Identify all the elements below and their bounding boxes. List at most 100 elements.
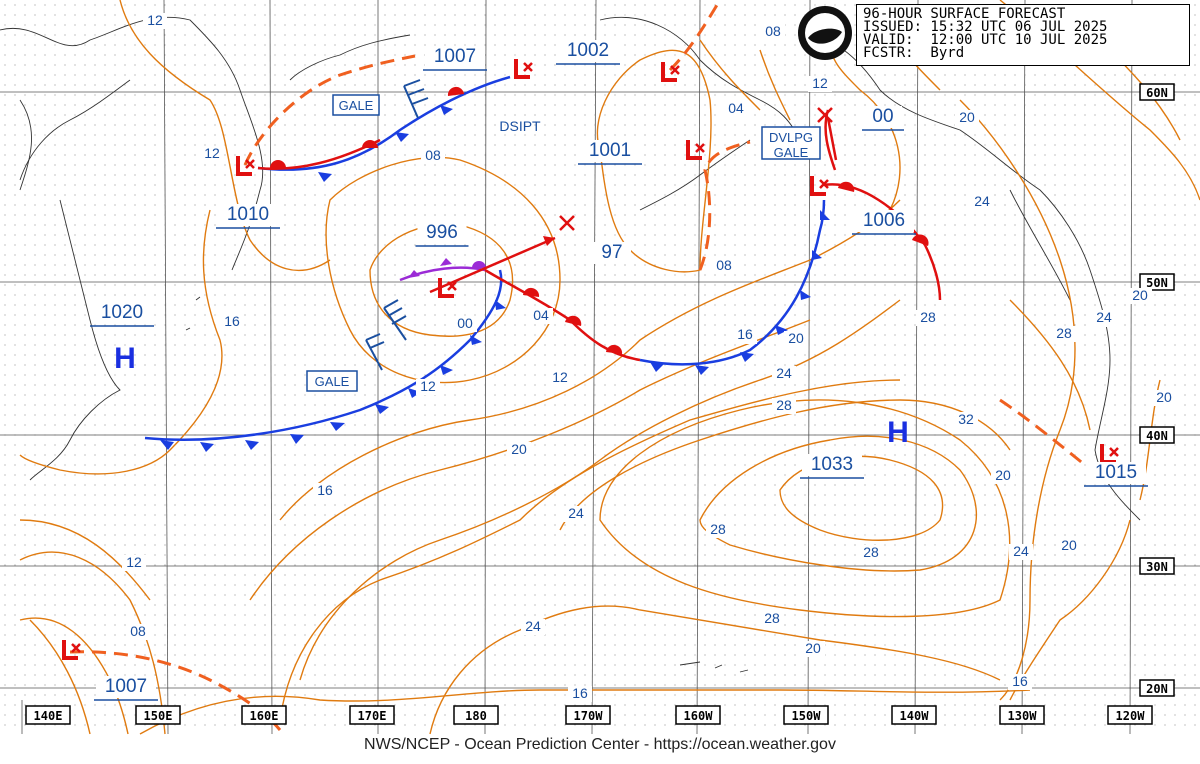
isobar-label: 04 xyxy=(533,307,549,323)
isobar-label-bg xyxy=(1057,538,1081,554)
pressure-center-label: 97 xyxy=(601,242,622,263)
isobar-label-bg xyxy=(220,314,244,330)
pressure-center-bg xyxy=(96,676,156,698)
isobar-label-bg xyxy=(1052,326,1076,342)
lon-label: 140W xyxy=(900,709,930,723)
forecaster: FCSTR: Byrd xyxy=(863,45,965,61)
isobar-label: 28 xyxy=(920,309,936,325)
lon-label: 160W xyxy=(684,709,714,723)
pressure-center-bg xyxy=(218,204,278,226)
developing-gale-label: GALE xyxy=(774,145,809,160)
lat-label: 30N xyxy=(1146,560,1168,574)
isobar-label: 28 xyxy=(863,544,879,560)
isobar-label-bg xyxy=(733,327,757,343)
isobar-label-bg xyxy=(760,611,784,627)
pressure-center-bg xyxy=(593,242,631,264)
developing-gale-label-box xyxy=(761,126,821,160)
isobar-label: 08 xyxy=(716,257,732,273)
high-pressure-symbol: H xyxy=(887,416,909,449)
lon-label: 150E xyxy=(144,709,173,723)
isobar-label-bg xyxy=(143,13,167,29)
cold-front-main xyxy=(144,269,503,441)
isobar-label: 08 xyxy=(765,23,781,39)
pressure-center-bg xyxy=(417,222,467,244)
label-layer: 140E 150E 160E 170E 180 170W 160W 150W 140W 130W 1… xyxy=(25,12,1176,725)
isobar-label-bg xyxy=(1009,544,1033,560)
gale-label-box xyxy=(332,94,380,116)
isobar-label-bg xyxy=(859,545,883,561)
lon-label-bg xyxy=(135,705,181,725)
isobar-label: 28 xyxy=(764,610,780,626)
isobar-label: 24 xyxy=(1013,543,1029,559)
lon-label: 130W xyxy=(1008,709,1038,723)
isobar-label: 12 xyxy=(812,75,828,91)
pressure-center-label: 1015 xyxy=(1095,462,1137,483)
isobar-label: 00 xyxy=(457,315,473,331)
dotted-background xyxy=(0,0,1200,734)
lon-label: 160E xyxy=(250,709,279,723)
low-pressure-symbol xyxy=(661,62,680,82)
lon-label: 150W xyxy=(792,709,822,723)
isobar-label: 28 xyxy=(776,397,792,413)
lon-label: 120W xyxy=(1116,709,1146,723)
isobar-label-bg xyxy=(1152,390,1176,406)
pressure-center-label: 996 xyxy=(426,222,458,243)
lon-label: 180 xyxy=(465,709,487,723)
isobar-label-bg xyxy=(1092,310,1116,326)
pressure-center-label: 00 xyxy=(872,106,893,127)
isobar-label-bg xyxy=(784,331,808,347)
isobar-label: 12 xyxy=(126,554,142,570)
issued-time: ISSUED: 15:32 UTC 06 JUL 2025 xyxy=(863,19,1108,35)
valid-time: VALID: 12:00 UTC 10 JUL 2025 xyxy=(863,32,1108,48)
isobar-label-bg xyxy=(761,24,785,40)
lon-label-bg xyxy=(675,705,721,725)
storm-track-arrow xyxy=(429,236,556,294)
lat-label: 60N xyxy=(1146,86,1168,100)
high-pressure-symbol: H xyxy=(114,342,136,375)
pressure-center-label: 1020 xyxy=(101,302,143,323)
isobar-label-bg xyxy=(548,370,572,386)
isobar-label-bg xyxy=(772,398,796,414)
isobar-label: 20 xyxy=(995,467,1011,483)
lon-label-bg xyxy=(241,705,287,725)
isobar-label: 12 xyxy=(147,12,163,28)
pressure-center-bg xyxy=(558,40,618,62)
isobar-label: 24 xyxy=(525,618,541,634)
developing-gale-label: DVLPG xyxy=(769,130,813,145)
lat-label-bg xyxy=(1139,426,1175,444)
lon-label-bg xyxy=(453,705,499,725)
isobar-label-bg xyxy=(801,641,825,657)
pressure-center-bg xyxy=(1086,462,1146,484)
lat-label-bg xyxy=(1139,557,1175,575)
coastlines xyxy=(0,16,1141,673)
isobar-label: 24 xyxy=(1096,309,1112,325)
isobar-label-bg xyxy=(772,366,796,382)
pressure-center-bg xyxy=(92,302,152,324)
pressure-center-label: 1006 xyxy=(863,210,905,231)
isobar-label: 32 xyxy=(958,411,974,427)
isobar-label-bg xyxy=(955,110,979,126)
forecast-title: 96-HOUR SURFACE FORECAST xyxy=(863,6,1066,22)
isobar-label: 20 xyxy=(511,441,527,457)
isobar-label-bg xyxy=(313,483,337,499)
isobar-label-bg xyxy=(916,310,940,326)
footer-credit: NWS/NCEP - Ocean Prediction Center - htt… xyxy=(364,736,836,753)
lon-label-bg xyxy=(25,705,71,725)
isobar-label: 20 xyxy=(1132,287,1148,303)
isobar-label-bg xyxy=(706,522,730,538)
pressure-center-bg xyxy=(802,454,862,476)
low-pressure-symbol xyxy=(810,176,829,196)
isobar-label-bg xyxy=(126,624,150,640)
lon-label: 170E xyxy=(358,709,387,723)
isobar-label: 28 xyxy=(710,521,726,537)
isobar-label-bg xyxy=(724,101,748,117)
isobar-label-bg xyxy=(453,316,477,332)
isobar-label-bg xyxy=(1128,288,1152,304)
isobar-label-bg xyxy=(970,194,994,210)
isobar-label: 12 xyxy=(552,369,568,385)
lon-label-bg xyxy=(565,705,611,725)
lat-label: 40N xyxy=(1146,429,1168,443)
low-pressure-symbol xyxy=(62,640,81,660)
low-pressure-symbol xyxy=(686,140,705,160)
isobar-label: 16 xyxy=(737,326,753,342)
